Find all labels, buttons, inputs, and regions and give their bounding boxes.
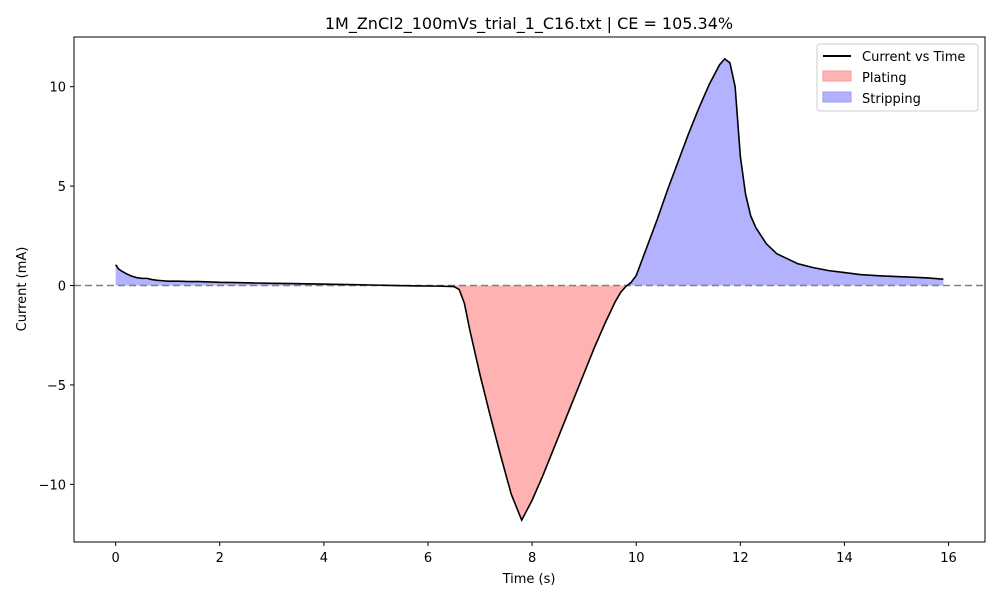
- y-axis-label: Current (mA): [15, 247, 30, 332]
- plot-area: [74, 57, 985, 523]
- x-tick-label: 10: [628, 551, 645, 566]
- legend: Current vs Time Plating Stripping: [816, 43, 979, 112]
- x-axis-ticks: 0 2 4 6 8 10 12 14 16: [112, 542, 957, 566]
- y-axis-ticks: −10 −5 0 5 10: [39, 81, 74, 493]
- series-line-current-vs-time: [114, 57, 944, 523]
- x-tick-label: 2: [216, 551, 224, 566]
- y-tick-label: 5: [58, 180, 66, 195]
- fill-stripping: [115, 58, 944, 286]
- legend-swatch-plating: [822, 70, 852, 82]
- legend-label-stripping: Stripping: [862, 92, 921, 107]
- y-tick-label: 10: [49, 81, 66, 96]
- y-tick-label: −5: [47, 379, 66, 394]
- x-tick-label: 4: [320, 551, 328, 566]
- fill-regions: [115, 58, 944, 521]
- legend-box: [816, 43, 979, 112]
- x-tick-label: 16: [940, 551, 957, 566]
- y-tick-label: −10: [39, 478, 66, 493]
- x-tick-label: 0: [112, 551, 120, 566]
- x-tick-label: 6: [424, 551, 432, 566]
- x-axis-label: Time (s): [502, 572, 556, 587]
- legend-label-plating: Plating: [862, 71, 907, 86]
- fill-plating: [396, 285, 628, 521]
- x-tick-label: 8: [528, 551, 536, 566]
- x-tick-label: 14: [836, 551, 853, 566]
- legend-label-current-vs-time: Current vs Time: [862, 50, 965, 65]
- x-tick-label: 12: [732, 551, 749, 566]
- legend-swatch-stripping: [822, 91, 852, 103]
- y-tick-label: 0: [58, 280, 66, 295]
- chart-title: 1M_ZnCl2_100mVs_trial_1_C16.txt | CE = 1…: [325, 14, 733, 34]
- plot-frame: [73, 36, 986, 543]
